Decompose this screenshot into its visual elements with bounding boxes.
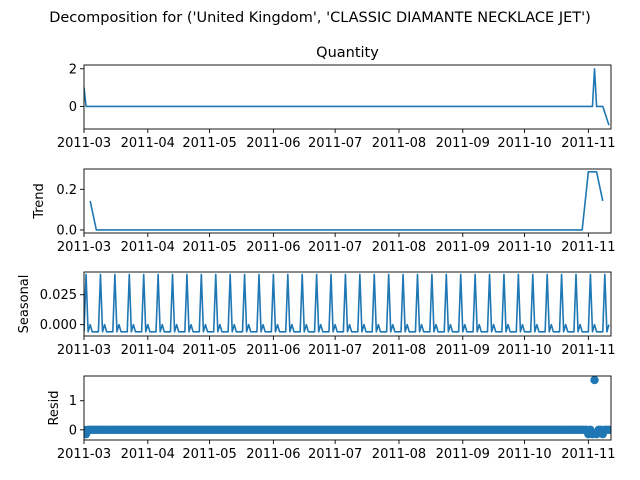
axes-frame <box>83 271 612 337</box>
x-tick-label: 2011-06 <box>246 447 300 462</box>
x-tick-label: 2011-09 <box>436 447 490 462</box>
x-tick-label: 2011-10 <box>497 136 551 151</box>
axes-title: Quantity <box>316 45 379 61</box>
y-axis-label: Resid <box>47 390 62 425</box>
resid-point <box>590 376 599 385</box>
x-tick-label: 2011-05 <box>182 136 236 151</box>
x-tick-label: 2011-06 <box>246 136 300 151</box>
x-tick-label: 2011-10 <box>497 240 551 255</box>
plot-area <box>84 376 611 439</box>
y-axis-label: Trend <box>32 183 47 220</box>
x-tick-label: 2011-06 <box>246 343 300 358</box>
axes-frame <box>83 64 612 130</box>
x-tick-label: 2011-11 <box>561 447 615 462</box>
plot-area <box>84 67 610 126</box>
y-tick-label: 0.0 <box>56 223 77 238</box>
series-line <box>84 67 610 126</box>
y-tick-label: 0 <box>69 100 77 115</box>
x-tick-label: 2011-05 <box>182 343 236 358</box>
x-tick-label: 2011-08 <box>372 240 426 255</box>
x-tick-label: 2011-05 <box>182 447 236 462</box>
y-tick-label: 1 <box>69 394 77 409</box>
panel-trend: 2011-03 2011-04 2011-05 2011-06 2011-07 2011-… <box>32 168 616 255</box>
plot-area <box>84 273 610 333</box>
x-tick-label: 2011-11 <box>561 343 615 358</box>
x-tick-label: 2011-04 <box>121 136 175 151</box>
x-tick-label: 2011-03 <box>57 240 111 255</box>
x-tick-label: 2011-04 <box>121 240 175 255</box>
x-tick-label: 2011-08 <box>372 343 426 358</box>
x-tick-label: 2011-05 <box>182 240 236 255</box>
seasonal-line <box>84 273 610 333</box>
resid-point <box>604 425 611 435</box>
x-tick-label: 2011-04 <box>121 447 175 462</box>
x-tick-label: 2011-08 <box>372 447 426 462</box>
x-tick-label: 2011-09 <box>436 136 490 151</box>
panel-resid: 2011-03 2011-04 2011-05 2011-06 2011-07 2011-… <box>47 375 616 462</box>
x-tick-label: 2011-10 <box>497 447 551 462</box>
x-tick-label: 2011-07 <box>308 240 362 255</box>
x-tick-label: 2011-11 <box>561 136 615 151</box>
panel-seasonal: 2011-03 2011-04 2011-05 2011-06 2011-07 2011-… <box>17 271 616 358</box>
axes-frame <box>83 168 612 234</box>
x-tick-label: 2011-11 <box>561 240 615 255</box>
figure-suptitle: Decomposition for ('United Kingdom', 'CL… <box>49 10 591 26</box>
x-tick-label: 2011-03 <box>57 447 111 462</box>
x-tick-label: 2011-03 <box>57 136 111 151</box>
x-tick-label: 2011-10 <box>497 343 551 358</box>
x-tick-label: 2011-06 <box>246 240 300 255</box>
x-tick-label: 2011-08 <box>372 136 426 151</box>
y-tick-label: 0.025 <box>40 288 77 303</box>
x-tick-label: 2011-07 <box>308 136 362 151</box>
y-tick-label: 0 <box>69 423 77 438</box>
x-tick-label: 2011-09 <box>436 240 490 255</box>
y-tick-label: 0.2 <box>56 183 77 198</box>
plot-area <box>89 171 604 231</box>
panel-observed: 2011-03 2011-04 2011-05 2011-06 2011-07 2011-… <box>57 45 616 151</box>
x-tick-label: 2011-04 <box>121 343 175 358</box>
x-tick-label: 2011-07 <box>308 447 362 462</box>
series-line <box>89 171 604 231</box>
y-axis-label: Seasonal <box>17 275 32 334</box>
axes-frame <box>83 375 612 441</box>
y-tick-label: 0.000 <box>40 318 77 333</box>
y-tick-label: 2 <box>69 62 77 77</box>
x-tick-label: 2011-09 <box>436 343 490 358</box>
x-tick-label: 2011-07 <box>308 343 362 358</box>
x-tick-label: 2011-03 <box>57 343 111 358</box>
